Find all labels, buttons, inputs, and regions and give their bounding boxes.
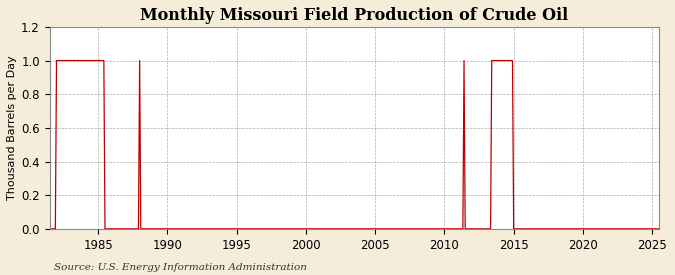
Text: Source: U.S. Energy Information Administration: Source: U.S. Energy Information Administ… bbox=[54, 263, 307, 272]
Title: Monthly Missouri Field Production of Crude Oil: Monthly Missouri Field Production of Cru… bbox=[140, 7, 568, 24]
Y-axis label: Thousand Barrels per Day: Thousand Barrels per Day bbox=[7, 56, 17, 200]
